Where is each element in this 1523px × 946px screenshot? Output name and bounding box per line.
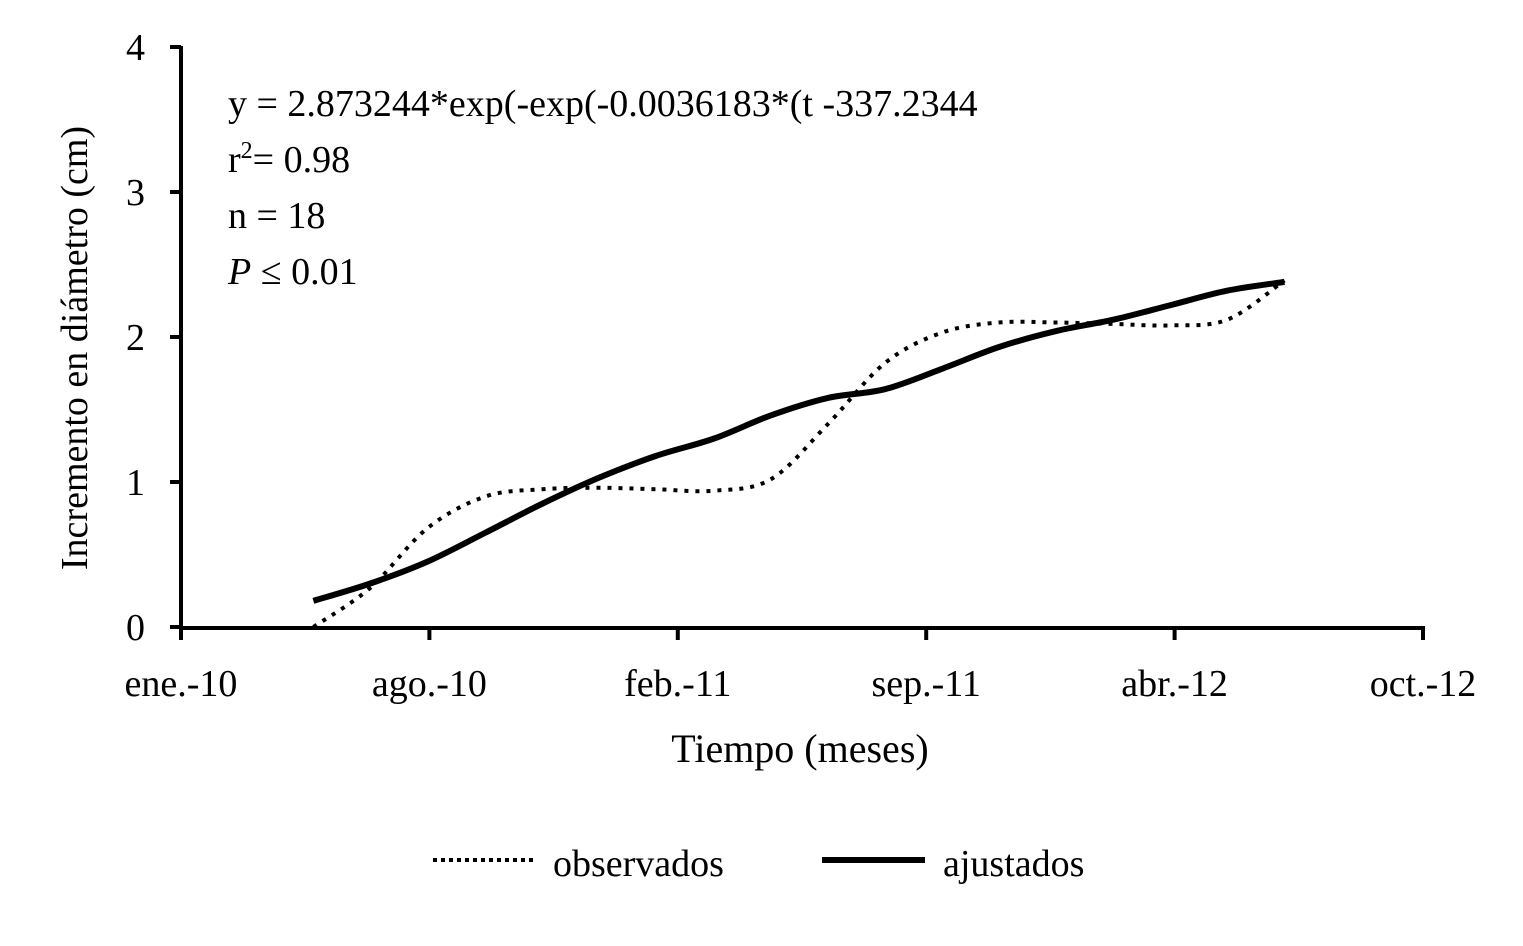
data-point-ajustados	[826, 396, 830, 400]
y-ticks: 0 1 2 3 4	[126, 27, 181, 649]
data-point-ajustados	[483, 531, 487, 535]
data-point-observados	[769, 477, 773, 481]
p-value: P ≤ 0.01	[227, 251, 358, 293]
data-point-ajustados	[1226, 289, 1230, 293]
x-tick-label: abr.-12	[1121, 663, 1228, 705]
x-ticks: ene.-10 ago.-10 feb.-11 sep.-11 abr.-12 oct.-…	[125, 628, 1477, 705]
data-point-observados	[425, 526, 429, 530]
data-point-observados	[1054, 321, 1058, 325]
y-tick-label: 3	[126, 172, 145, 214]
y-tick-label: 2	[126, 317, 145, 359]
data-point-ajustados	[311, 599, 315, 603]
data-point-observados	[940, 331, 944, 335]
data-point-observados	[311, 625, 315, 629]
data-point-observados	[1169, 323, 1173, 327]
x-axis-label: Tiempo (meses)	[671, 726, 928, 771]
data-point-ajustados	[1282, 280, 1286, 284]
data-point-observados	[883, 361, 887, 365]
y-tick-label: 4	[126, 27, 145, 69]
data-point-observados	[540, 487, 544, 491]
axes	[179, 46, 1425, 630]
series	[311, 278, 1286, 629]
sample-size: n = 18	[228, 195, 325, 237]
data-point-ajustados	[940, 367, 944, 371]
legend-label-ajustados: ajustados	[943, 843, 1084, 885]
data-point-ajustados	[883, 387, 887, 391]
legend: observados ajustados	[433, 843, 1084, 885]
r-squared: r2= 0.98	[228, 138, 350, 181]
data-point-ajustados	[1169, 303, 1173, 307]
data-point-observados	[654, 487, 658, 491]
data-point-ajustados	[997, 345, 1001, 349]
y-tick-label: 1	[126, 462, 145, 504]
data-point-observados	[483, 495, 487, 499]
data-point-ajustados	[769, 413, 773, 417]
data-point-observados	[826, 422, 830, 426]
data-point-ajustados	[540, 502, 544, 506]
data-point-ajustados	[654, 454, 658, 458]
y-axis-label: Incremento en diámetro (cm)	[54, 126, 96, 570]
data-point-ajustados	[425, 560, 429, 564]
annotation: y = 2.873244*exp(-exp(-0.0036183*(t -337…	[227, 83, 978, 293]
data-point-observados	[597, 486, 601, 490]
data-point-observados	[997, 321, 1001, 325]
x-tick-label: sep.-11	[871, 663, 980, 705]
x-tick-label: feb.-11	[624, 663, 731, 705]
x-tick-label: ago.-10	[372, 663, 487, 705]
data-point-ajustados	[1112, 318, 1116, 322]
data-point-observados	[712, 489, 716, 493]
series-line-ajustados	[312, 278, 1285, 604]
y-tick-label: 0	[126, 607, 145, 649]
legend-label-observados: observados	[553, 843, 724, 885]
data-point-ajustados	[597, 476, 601, 480]
data-point-observados	[1226, 318, 1230, 322]
equation: y = 2.873244*exp(-exp(-0.0036183*(t -337…	[228, 83, 978, 125]
data-point-ajustados	[1054, 329, 1058, 333]
series-line-observados	[312, 278, 1286, 629]
data-point-ajustados	[712, 437, 716, 441]
x-tick-label: oct.-12	[1370, 663, 1477, 705]
x-tick-label: ene.-10	[125, 663, 238, 705]
data-point-ajustados	[368, 582, 372, 586]
